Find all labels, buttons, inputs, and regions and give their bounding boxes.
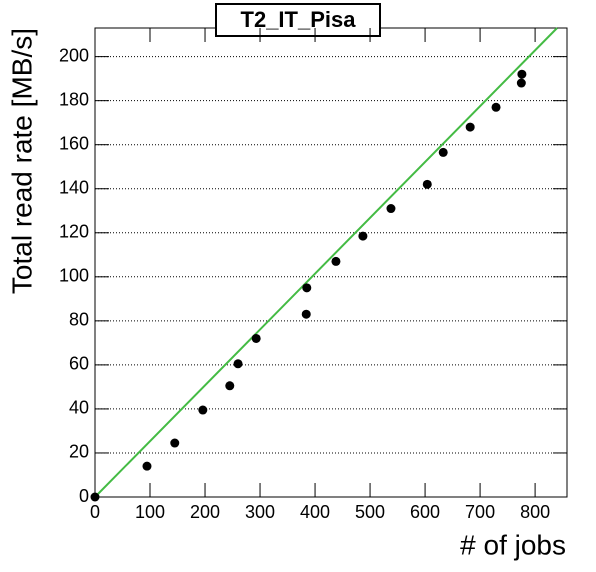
- data-point: [170, 438, 180, 448]
- data-point: [301, 309, 311, 319]
- chart-title: T2_IT_Pisa: [241, 7, 357, 32]
- x-tick-label: 700: [465, 502, 495, 522]
- data-point: [517, 69, 527, 79]
- y-tick-label: 60: [69, 354, 89, 374]
- data-point: [422, 179, 432, 189]
- y-tick-label: 100: [59, 266, 89, 286]
- y-tick-label: 120: [59, 222, 89, 242]
- x-axis-label: # of jobs: [460, 529, 566, 560]
- y-axis-label: Total read rate [MB/s]: [6, 28, 37, 294]
- data-point: [438, 147, 448, 157]
- y-tick-label: 80: [69, 310, 89, 330]
- fit-line: [94, 27, 558, 498]
- x-tick-label: 300: [245, 502, 275, 522]
- title-box: [215, 3, 381, 37]
- x-tick-label: 100: [135, 502, 165, 522]
- data-point: [331, 256, 341, 266]
- data-point: [225, 381, 235, 391]
- data-point: [233, 359, 243, 369]
- y-tick-label: 180: [59, 89, 89, 109]
- y-tick-label: 40: [69, 398, 89, 418]
- plot-frame: [94, 27, 568, 498]
- y-tick-label: 20: [69, 442, 89, 462]
- data-point: [90, 492, 100, 502]
- data-point: [198, 405, 208, 415]
- y-tick-label: 160: [59, 133, 89, 153]
- x-tick-label: 0: [90, 502, 100, 522]
- x-tick-label: 600: [410, 502, 440, 522]
- x-tick-label: 800: [520, 502, 550, 522]
- y-tick-label: 200: [59, 45, 89, 65]
- data-point: [251, 333, 261, 343]
- data-point: [358, 231, 368, 241]
- x-tick-label: 500: [355, 502, 385, 522]
- y-tick-label: 0: [79, 486, 89, 506]
- x-tick-label: 200: [190, 502, 220, 522]
- data-point: [491, 102, 501, 112]
- data-point: [465, 122, 475, 132]
- data-point: [386, 204, 396, 214]
- x-tick-label: 400: [300, 502, 330, 522]
- y-tick-label: 140: [59, 177, 89, 197]
- data-point: [142, 461, 152, 471]
- data-point: [516, 78, 526, 88]
- data-point: [302, 283, 312, 293]
